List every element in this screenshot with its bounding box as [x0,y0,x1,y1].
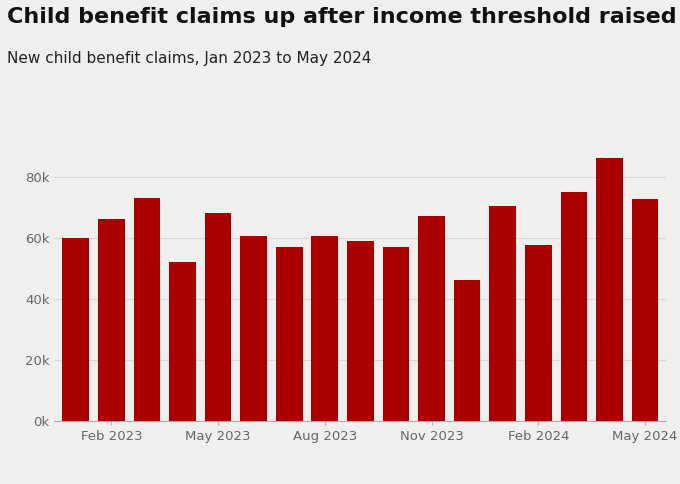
Text: New child benefit claims, Jan 2023 to May 2024: New child benefit claims, Jan 2023 to Ma… [7,51,371,66]
Bar [169,262,196,421]
Bar [632,199,658,421]
Bar [418,216,445,421]
Bar [454,280,481,421]
Bar [490,206,516,421]
Bar [347,241,374,421]
Bar [596,158,623,421]
Bar [205,213,231,421]
Bar [560,192,588,421]
Bar [311,236,338,421]
Bar [63,238,89,421]
Bar [276,247,303,421]
Bar [240,236,267,421]
Bar [98,219,124,421]
Text: Child benefit claims up after income threshold raised: Child benefit claims up after income thr… [7,7,677,27]
Bar [525,245,551,421]
Bar [383,247,409,421]
Bar [133,198,160,421]
